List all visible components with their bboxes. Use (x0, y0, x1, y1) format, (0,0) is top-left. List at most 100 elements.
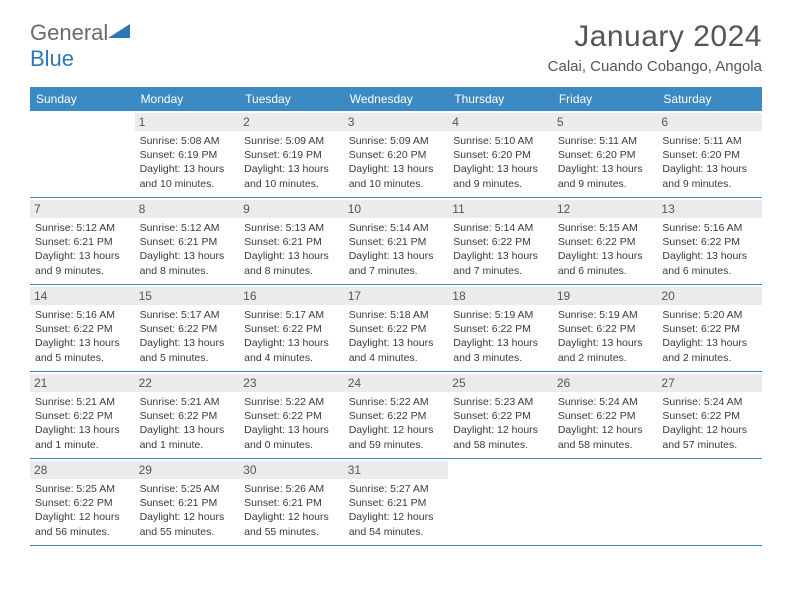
weekday-label: Sunday (30, 87, 135, 111)
sunrise-text: Sunrise: 5:17 AM (244, 308, 339, 322)
sunrise-text: Sunrise: 5:11 AM (662, 134, 757, 148)
calendar-week: 1Sunrise: 5:08 AMSunset: 6:19 PMDaylight… (30, 111, 762, 198)
day-number: 5 (553, 113, 658, 131)
sunrise-text: Sunrise: 5:15 AM (558, 221, 653, 235)
calendar-cell: 11Sunrise: 5:14 AMSunset: 6:22 PMDayligh… (448, 198, 553, 284)
day-info: Sunrise: 5:21 AMSunset: 6:22 PMDaylight:… (140, 395, 235, 452)
calendar-cell: 17Sunrise: 5:18 AMSunset: 6:22 PMDayligh… (344, 285, 449, 371)
day-info: Sunrise: 5:20 AMSunset: 6:22 PMDaylight:… (662, 308, 757, 365)
calendar-grid: 1Sunrise: 5:08 AMSunset: 6:19 PMDaylight… (30, 111, 762, 546)
day-info: Sunrise: 5:21 AMSunset: 6:22 PMDaylight:… (35, 395, 130, 452)
calendar-cell: 29Sunrise: 5:25 AMSunset: 6:21 PMDayligh… (135, 459, 240, 545)
day-number: 3 (344, 113, 449, 131)
sunrise-text: Sunrise: 5:11 AM (558, 134, 653, 148)
daylight-text: Daylight: 12 hours and 58 minutes. (558, 423, 653, 451)
sunset-text: Sunset: 6:22 PM (453, 322, 548, 336)
sunset-text: Sunset: 6:22 PM (140, 322, 235, 336)
daylight-text: Daylight: 13 hours and 10 minutes. (140, 162, 235, 190)
day-number: 7 (30, 200, 135, 218)
daylight-text: Daylight: 13 hours and 0 minutes. (244, 423, 339, 451)
calendar-cell (30, 111, 135, 197)
sunset-text: Sunset: 6:22 PM (349, 322, 444, 336)
daylight-text: Daylight: 13 hours and 3 minutes. (453, 336, 548, 364)
daylight-text: Daylight: 13 hours and 6 minutes. (662, 249, 757, 277)
day-number: 21 (30, 374, 135, 392)
daylight-text: Daylight: 13 hours and 9 minutes. (558, 162, 653, 190)
sunset-text: Sunset: 6:21 PM (35, 235, 130, 249)
sunrise-text: Sunrise: 5:12 AM (140, 221, 235, 235)
sunset-text: Sunset: 6:21 PM (349, 235, 444, 249)
sunset-text: Sunset: 6:22 PM (662, 235, 757, 249)
sunrise-text: Sunrise: 5:14 AM (453, 221, 548, 235)
daylight-text: Daylight: 13 hours and 7 minutes. (453, 249, 548, 277)
sunrise-text: Sunrise: 5:09 AM (349, 134, 444, 148)
sunset-text: Sunset: 6:22 PM (35, 496, 130, 510)
day-number: 28 (30, 461, 135, 479)
sunrise-text: Sunrise: 5:23 AM (453, 395, 548, 409)
sunset-text: Sunset: 6:22 PM (349, 409, 444, 423)
calendar-cell: 20 Sunrise: 5:20 AMSunset: 6:22 PMDayligh… (657, 285, 762, 371)
daylight-text: Daylight: 12 hours and 54 minutes. (349, 510, 444, 538)
calendar-cell: 19Sunrise: 5:19 AMSunset: 6:22 PMDayligh… (553, 285, 658, 371)
day-number: 6 (657, 113, 762, 131)
sunset-text: Sunset: 6:22 PM (453, 409, 548, 423)
day-number: 4 (448, 113, 553, 131)
daylight-text: Daylight: 13 hours and 4 minutes. (244, 336, 339, 364)
calendar-cell: 8Sunrise: 5:12 AMSunset: 6:21 PMDaylight… (135, 198, 240, 284)
day-number: 30 (239, 461, 344, 479)
sunset-text: Sunset: 6:21 PM (244, 235, 339, 249)
calendar-cell: 26Sunrise: 5:24 AMSunset: 6:22 PMDayligh… (553, 372, 658, 458)
calendar-cell: 21 Sunrise: 5:21 AMSunset: 6:22 PMDayligh… (30, 372, 135, 458)
sunrise-text: Sunrise: 5:25 AM (140, 482, 235, 496)
calendar-cell: 10Sunrise: 5:14 AMSunset: 6:21 PMDayligh… (344, 198, 449, 284)
sunset-text: Sunset: 6:22 PM (244, 322, 339, 336)
daylight-text: Daylight: 13 hours and 6 minutes. (558, 249, 653, 277)
daylight-text: Daylight: 13 hours and 2 minutes. (662, 336, 757, 364)
calendar-cell: 23Sunrise: 5:22 AMSunset: 6:22 PMDayligh… (239, 372, 344, 458)
calendar-week: 14Sunrise: 5:16 AMSunset: 6:22 PMDayligh… (30, 285, 762, 372)
calendar-week: 21Sunrise: 5:21 AMSunset: 6:22 PMDayligh… (30, 372, 762, 459)
sunrise-text: Sunrise: 5:16 AM (662, 221, 757, 235)
calendar-cell: 9 Sunrise: 5:13 AMSunset: 6:21 PMDaylight… (239, 198, 344, 284)
daylight-text: Daylight: 13 hours and 9 minutes. (453, 162, 548, 190)
sunset-text: Sunset: 6:22 PM (558, 322, 653, 336)
sunset-text: Sunset: 6:21 PM (244, 496, 339, 510)
day-number: 22 (135, 374, 240, 392)
weekday-label: Monday (135, 87, 240, 111)
sunset-text: Sunset: 6:21 PM (140, 496, 235, 510)
sunrise-text: Sunrise: 5:21 AM (35, 395, 130, 409)
calendar-cell: 13Sunrise: 5:16 AMSunset: 6:22 PMDayligh… (657, 198, 762, 284)
logo-text-general: General (30, 20, 108, 45)
day-number: 18 (448, 287, 553, 305)
sunrise-text: Sunrise: 5:17 AM (140, 308, 235, 322)
sunset-text: Sunset: 6:20 PM (349, 148, 444, 162)
day-info: Sunrise: 5:14 AMSunset: 6:21 PMDaylight:… (349, 221, 444, 278)
sunrise-text: Sunrise: 5:19 AM (558, 308, 653, 322)
sunset-text: Sunset: 6:22 PM (558, 409, 653, 423)
day-info: Sunrise: 5:13 AMSunset: 6:21 PMDaylight:… (244, 221, 339, 278)
sunset-text: Sunset: 6:20 PM (453, 148, 548, 162)
daylight-text: Daylight: 13 hours and 9 minutes. (662, 162, 757, 190)
sunrise-text: Sunrise: 5:21 AM (140, 395, 235, 409)
sunset-text: Sunset: 6:22 PM (35, 322, 130, 336)
calendar-week: 7Sunrise: 5:12 AMSunset: 6:21 PMDaylight… (30, 198, 762, 285)
calendar-cell: 31Sunrise: 5:27 AMSunset: 6:21 PMDayligh… (344, 459, 449, 545)
day-info: Sunrise: 5:12 AMSunset: 6:21 PMDaylight:… (35, 221, 130, 278)
sunset-text: Sunset: 6:22 PM (662, 322, 757, 336)
weekday-label: Wednesday (344, 87, 449, 111)
day-info: Sunrise: 5:19 AMSunset: 6:22 PMDaylight:… (558, 308, 653, 365)
day-number: 20 (657, 287, 762, 305)
day-number: 9 (239, 200, 344, 218)
day-info: Sunrise: 5:18 AMSunset: 6:22 PMDaylight:… (349, 308, 444, 365)
sunrise-text: Sunrise: 5:26 AM (244, 482, 339, 496)
daylight-text: Daylight: 13 hours and 10 minutes. (349, 162, 444, 190)
day-info: Sunrise: 5:25 AMSunset: 6:22 PMDaylight:… (35, 482, 130, 539)
sunrise-text: Sunrise: 5:13 AM (244, 221, 339, 235)
day-info: Sunrise: 5:10 AMSunset: 6:20 PMDaylight:… (453, 134, 548, 191)
weekday-label: Thursday (448, 87, 553, 111)
sunrise-text: Sunrise: 5:09 AM (244, 134, 339, 148)
calendar-cell: 4 Sunrise: 5:10 AMSunset: 6:20 PMDaylight… (448, 111, 553, 197)
calendar-cell: 30Sunrise: 5:26 AMSunset: 6:21 PMDayligh… (239, 459, 344, 545)
day-number: 29 (135, 461, 240, 479)
sunrise-text: Sunrise: 5:24 AM (662, 395, 757, 409)
